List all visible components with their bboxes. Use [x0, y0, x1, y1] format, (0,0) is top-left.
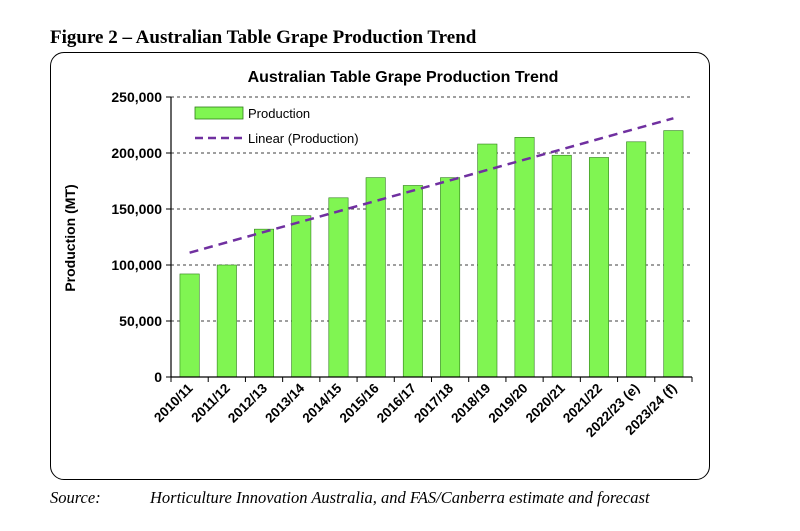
y-tick-labels: 0 50,000 100,000 150,000 200,000 250,000	[111, 89, 162, 385]
grid-lines	[166, 96, 692, 378]
x-tick-label: 2013/14	[262, 380, 307, 425]
x-tick-label: 2015/16	[337, 380, 382, 425]
x-tick-label: 2018/19	[448, 381, 493, 426]
legend-label-trend: Linear (Production)	[248, 131, 359, 146]
y-tick-label: 100,000	[111, 257, 162, 273]
x-tick-label: 2020/21	[523, 380, 568, 425]
legend-swatch-production	[194, 106, 244, 120]
bar	[179, 273, 200, 378]
bar	[626, 141, 647, 378]
bar	[440, 177, 461, 378]
y-tick-label: 200,000	[111, 145, 162, 161]
trend-line-group	[189, 117, 674, 254]
x-tick-label: 2019/20	[486, 381, 531, 426]
y-tick-label: 0	[154, 369, 162, 385]
source-label: Source:	[50, 488, 101, 507]
x-tick-label: 2016/17	[374, 381, 419, 426]
x-tick-labels: 2010/112011/122012/132013/142014/152015/…	[151, 380, 679, 440]
x-tick-label: 2017/18	[411, 380, 456, 425]
bar	[365, 177, 386, 378]
bar	[588, 157, 609, 378]
bar	[551, 154, 572, 378]
bar	[663, 130, 684, 378]
source-text: Horticulture Innovation Australia, and F…	[150, 488, 650, 507]
bar	[477, 143, 498, 378]
trend-line	[189, 117, 674, 254]
x-tick-label: 2011/12	[188, 381, 233, 426]
y-tick-label: 250,000	[111, 89, 162, 105]
y-axis-label: Production (MT)	[62, 184, 78, 291]
source-note: Source: Horticulture Innovation Australia…	[50, 488, 760, 508]
bar	[254, 228, 275, 378]
bar	[514, 137, 535, 378]
bars	[179, 130, 684, 378]
bar	[291, 215, 312, 378]
bar	[328, 197, 349, 378]
y-tick-label: 50,000	[119, 313, 162, 329]
x-tick-label: 2012/13	[225, 380, 270, 425]
axes	[170, 97, 693, 382]
legend: Production Linear (Production)	[194, 106, 359, 146]
bar	[402, 185, 423, 378]
figure-caption: Figure 2 – Australian Table Grape Produc…	[50, 27, 477, 48]
y-tick-label: 150,000	[111, 201, 162, 217]
chart-title: Australian Table Grape Production Trend	[248, 69, 559, 86]
x-tick-label: 2010/11	[151, 380, 196, 425]
legend-label-production: Production	[248, 106, 310, 121]
x-tick-label: 2014/15	[299, 380, 344, 425]
bar	[216, 264, 237, 378]
